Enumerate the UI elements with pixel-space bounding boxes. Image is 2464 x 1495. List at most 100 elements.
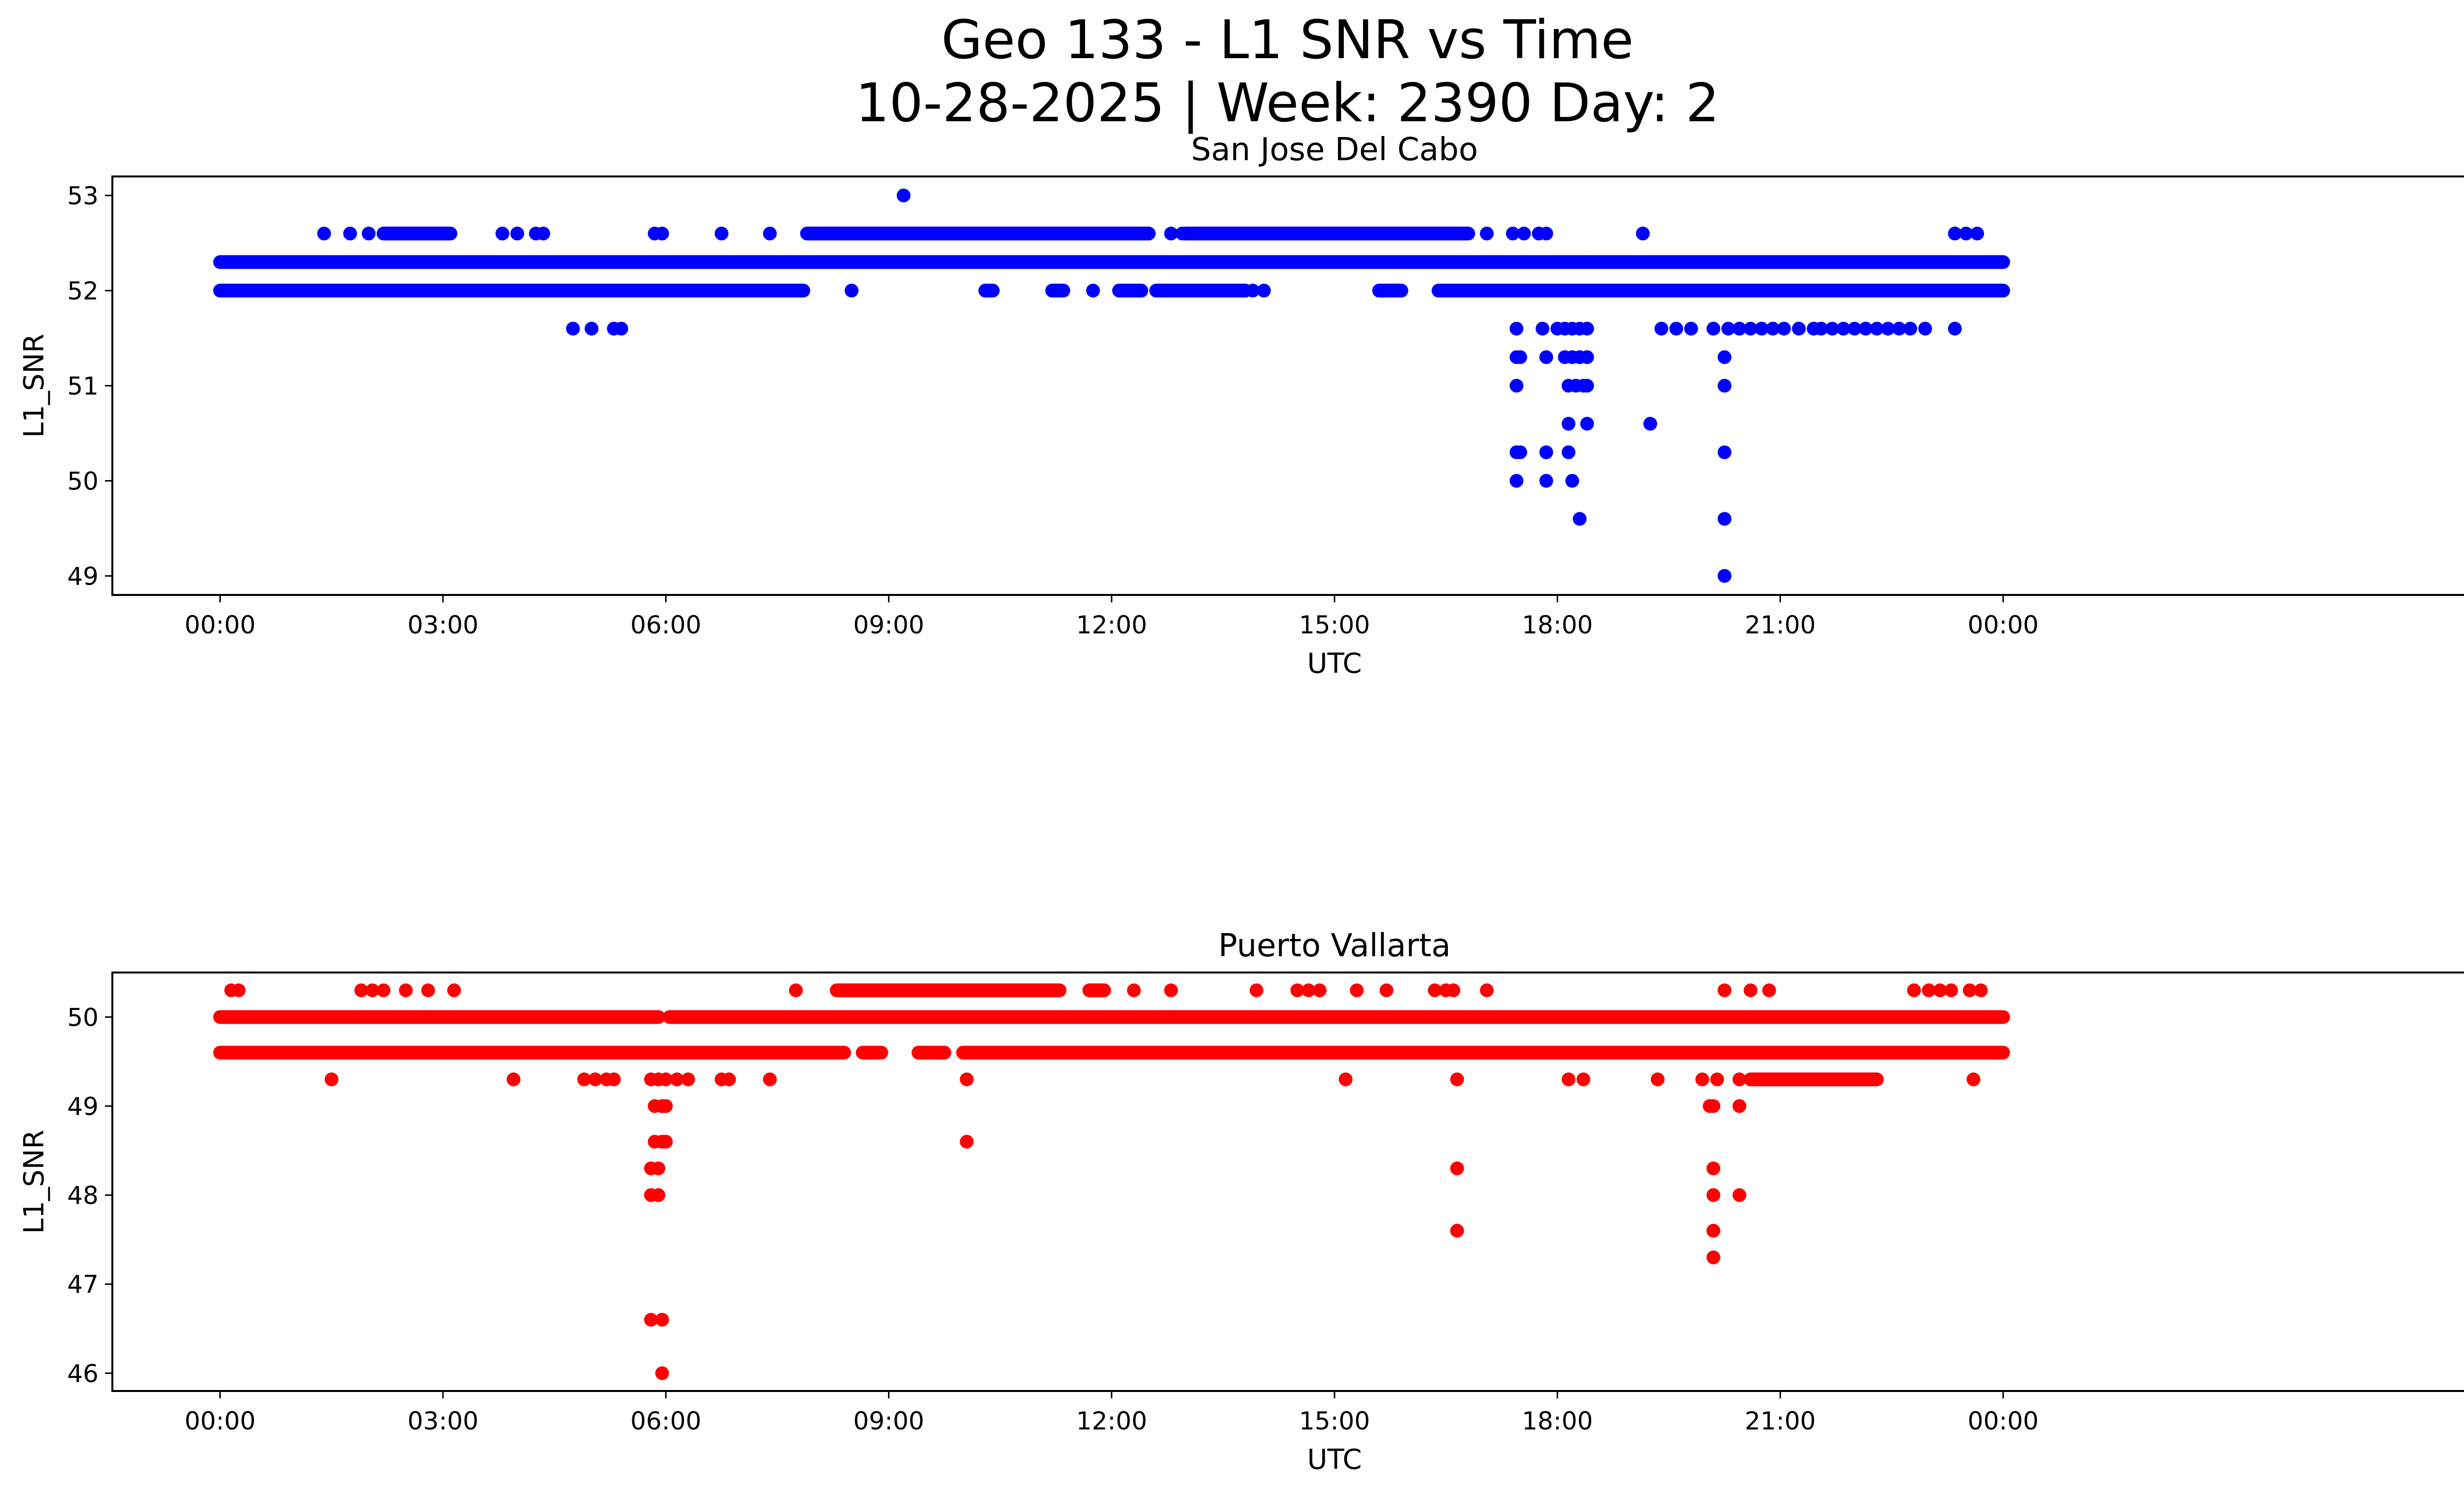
data-point-52 [1732, 1072, 1746, 1086]
data-point-21 [1717, 983, 1732, 998]
data-point-47 [1777, 321, 1791, 336]
x-tick-label-4: 12:00 [1076, 611, 1147, 639]
x-tick-label-1: 03:00 [408, 611, 479, 639]
data-point-60 [959, 1135, 974, 1149]
x-tick-label-0: 00:00 [185, 1407, 256, 1435]
x-tick-label-3: 09:00 [853, 1407, 924, 1435]
data-point-59 [1732, 1099, 1746, 1113]
data-point-62 [1513, 350, 1527, 364]
data-point-24 [1086, 283, 1100, 298]
data-point-16 [1517, 226, 1531, 241]
x-tick-label-7: 21:00 [1745, 1407, 1816, 1435]
data-point-1 [343, 226, 357, 241]
x-tick-label-7: 21:00 [1745, 611, 1816, 639]
data-point-2 [354, 983, 369, 998]
data-point-31 [1509, 321, 1524, 336]
x-tick-label-6: 18:00 [1522, 611, 1593, 639]
x-axis-label: UTC [1307, 1444, 1362, 1476]
data-point-10 [763, 226, 777, 241]
chart-puerto-vallarta: 00:00 03:00 06:00 09:00 12:00 15:00 18:00 21:00… [18, 928, 2464, 1476]
data-point-32 [577, 1072, 591, 1086]
data-point-50 [1814, 321, 1828, 336]
data-point-1 [232, 983, 246, 998]
data-point-23 [1762, 983, 1776, 998]
data-point-53 [1966, 1072, 1981, 1086]
data-point-57 [1892, 321, 1906, 336]
x-tick-label-5: 15:00 [1299, 611, 1370, 639]
subplot-title-san-jose-del-cabo: San Jose Del Cabo [1191, 132, 1478, 168]
data-point-26 [1246, 283, 1260, 298]
data-point-23 [845, 283, 859, 298]
data-point-20 [1480, 983, 1494, 998]
data-point-38 [659, 1072, 673, 1086]
data-point-68 [1717, 350, 1732, 364]
data-point-39 [670, 1072, 684, 1086]
data-point-74 [1717, 379, 1732, 393]
data-point-56 [1881, 321, 1895, 336]
data-point-22 [1970, 226, 1985, 241]
data-point-40 [1684, 321, 1698, 336]
data-point-0 [317, 226, 331, 241]
data-point-45 [1754, 321, 1769, 336]
x-tick-label-2: 06:00 [630, 611, 701, 639]
x-tick-label-2: 06:00 [630, 1407, 701, 1435]
data-point-6 [536, 226, 550, 241]
x-tick-label-1: 03:00 [408, 1407, 479, 1435]
data-point-69 [1509, 379, 1524, 393]
data-point-63 [1539, 350, 1553, 364]
data-point-27 [1944, 983, 1958, 998]
data-point-69 [651, 1188, 666, 1202]
data-point-17 [1428, 983, 1442, 998]
data-point-49 [1650, 1072, 1665, 1086]
data-point-71 [1732, 1188, 1746, 1202]
data-point-7 [447, 983, 461, 998]
data-point-56 [659, 1099, 673, 1113]
data-point-13 [1301, 983, 1316, 998]
data-point-40 [681, 1072, 695, 1086]
data-point-67 [1580, 350, 1594, 364]
data-point-50 [1695, 1072, 1710, 1086]
data-point-47 [1561, 1072, 1575, 1086]
y-axis-label: L1_SNR [18, 1130, 50, 1234]
data-point-18 [1539, 226, 1553, 241]
data-point-21 [1959, 226, 1973, 241]
x-tick-label-0: 00:00 [185, 611, 256, 639]
data-point-52 [1836, 321, 1850, 336]
x-tick-label-8: 00:00 [1968, 1407, 2039, 1435]
data-point-39 [1669, 321, 1683, 336]
data-point-35 [607, 1072, 621, 1086]
data-point-51 [1825, 321, 1840, 336]
subplot-title-puerto-vallarta: Puerto Vallarta [1218, 928, 1451, 964]
data-point-11 [1249, 983, 1264, 998]
y-tick-label-2: 48 [67, 1182, 99, 1210]
data-point-19 [1636, 226, 1650, 241]
y-tick-label-0: 46 [67, 1359, 99, 1388]
data-point-58 [1903, 321, 1917, 336]
data-point-15 [1350, 983, 1364, 998]
figure-title: Geo 133 - L1 SNR vs Time 10-28-2025 | We… [0, 9, 2464, 135]
data-point-77 [655, 1366, 669, 1380]
y-tick-label-3: 49 [67, 1092, 99, 1121]
data-point-12 [1290, 983, 1304, 998]
data-point-84 [1539, 474, 1553, 488]
data-point-20 [1948, 226, 1962, 241]
data-point-9 [1127, 983, 1141, 998]
x-tick-label-3: 09:00 [853, 611, 924, 639]
data-point-60 [1948, 321, 1962, 336]
data-point-76 [1580, 417, 1594, 431]
data-point-86 [1573, 512, 1587, 526]
data-point-26 [1933, 983, 1947, 998]
data-point-73 [1706, 1223, 1720, 1238]
data-point-4 [510, 226, 524, 241]
data-point-67 [1706, 1161, 1720, 1176]
figure-title-line-1: Geo 133 - L1 SNR vs Time [941, 9, 1634, 71]
data-point-28 [1962, 983, 1977, 998]
data-point-44 [1744, 321, 1758, 336]
data-point-88 [1717, 569, 1732, 583]
data-point-15 [1506, 226, 1520, 241]
data-point-75 [644, 1313, 658, 1327]
data-point-8 [655, 226, 669, 241]
y-tick-label-3: 52 [67, 277, 99, 306]
data-point-13 [1175, 226, 1189, 241]
plot-frame [111, 972, 2464, 1392]
